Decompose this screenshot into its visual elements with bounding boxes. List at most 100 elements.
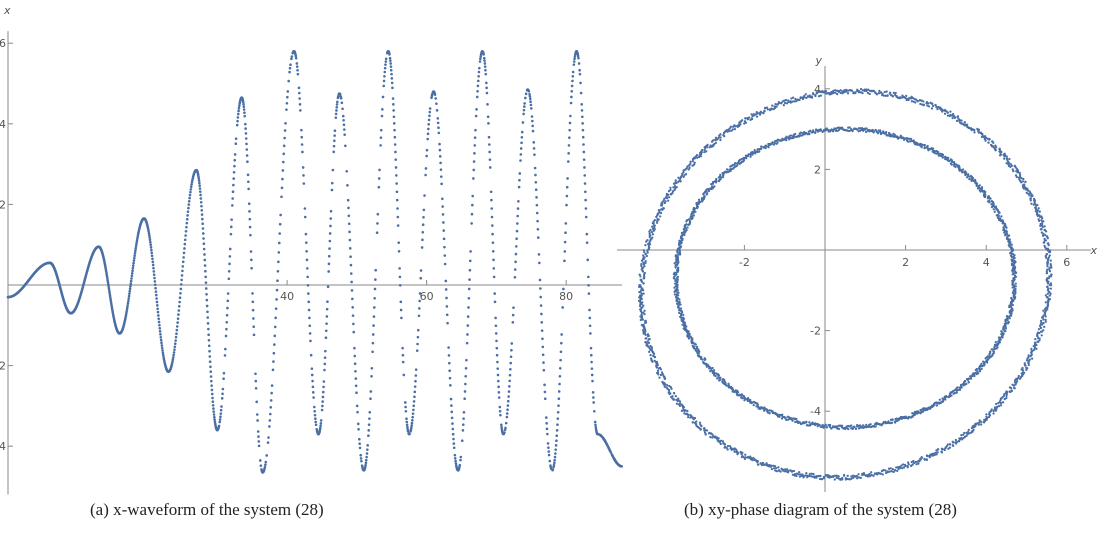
phase-point [1027, 354, 1030, 357]
x-tick-label: 60 [420, 290, 434, 303]
waveform-point [528, 97, 532, 101]
waveform-point [188, 193, 192, 197]
phase-point [741, 397, 744, 400]
phase-point [1037, 218, 1040, 221]
waveform-point [444, 279, 448, 283]
phase-point [826, 92, 830, 95]
phase-point [673, 293, 677, 296]
phase-point [652, 229, 655, 232]
waveform-point [124, 312, 128, 316]
waveform-point [132, 259, 136, 262]
waveform-point [365, 452, 369, 455]
waveform-point [209, 365, 212, 369]
phase-point [643, 309, 646, 312]
phase-point [915, 463, 918, 466]
phase-point [764, 146, 767, 150]
phase-point [656, 219, 659, 223]
waveform-point [383, 74, 386, 78]
waveform-point [285, 108, 288, 111]
waveform-point [593, 420, 597, 424]
phase-point [682, 406, 686, 409]
waveform-point [531, 129, 535, 133]
waveform-point [553, 455, 557, 459]
phase-point [846, 89, 850, 92]
waveform-point [248, 217, 252, 221]
waveform-point [150, 254, 154, 258]
waveform-point [280, 195, 283, 199]
waveform-point [247, 180, 250, 184]
phase-point [853, 127, 856, 130]
waveform-point [495, 353, 499, 357]
phase-point [1042, 318, 1045, 321]
waveform-point [181, 260, 185, 264]
waveform-point [588, 316, 592, 320]
phase-point [665, 196, 669, 200]
waveform-point [183, 247, 186, 250]
waveform-point [411, 412, 415, 415]
phase-point [1048, 266, 1051, 269]
phase-point [833, 127, 836, 130]
phase-point [945, 445, 948, 448]
waveform-point [255, 413, 259, 416]
waveform-point [451, 432, 455, 436]
waveform-point [540, 329, 544, 332]
waveform-point [497, 391, 501, 394]
waveform-point [184, 230, 188, 233]
phase-point [958, 121, 962, 124]
waveform-point [392, 109, 395, 112]
phase-point [854, 91, 857, 95]
waveform-point [152, 273, 156, 277]
waveform-point [439, 175, 443, 178]
waveform-point [396, 215, 400, 219]
phase-point [999, 404, 1003, 407]
waveform-point [438, 142, 441, 146]
phase-point [955, 391, 958, 394]
waveform-point [509, 355, 513, 359]
waveform-point [242, 103, 245, 106]
phase-point [657, 367, 661, 370]
phase-point [978, 184, 981, 187]
waveform-point [108, 292, 112, 296]
waveform-point [281, 177, 284, 181]
waveform-point [395, 190, 399, 194]
phase-point [850, 127, 853, 131]
phase-point [1048, 290, 1051, 294]
y-tick-label: 4 [0, 118, 6, 131]
phase-point [798, 98, 801, 101]
waveform-point [248, 210, 251, 213]
waveform-point [151, 257, 154, 261]
phase-point [1000, 215, 1003, 218]
waveform-point [200, 209, 204, 212]
waveform-point [349, 255, 352, 258]
phase-point [847, 126, 850, 129]
phase-point [1021, 371, 1025, 374]
waveform-point [189, 188, 193, 191]
phase-point [723, 443, 727, 446]
phase-point [965, 123, 969, 126]
phase-point [655, 221, 659, 224]
waveform-point [394, 150, 397, 154]
phase-point [891, 468, 895, 471]
waveform-point [546, 432, 549, 436]
waveform-point [322, 380, 326, 383]
phase-point [693, 161, 696, 164]
waveform-point [467, 306, 470, 309]
waveform-point [388, 53, 391, 56]
phase-point [674, 266, 677, 269]
y-tick-label: -2 [0, 360, 6, 373]
waveform-point [310, 373, 314, 377]
waveform-point [569, 101, 573, 105]
waveform-point [252, 325, 255, 329]
waveform-point [585, 232, 589, 236]
phase-point [677, 253, 681, 256]
phase-point [698, 421, 702, 424]
phase-point [643, 313, 646, 316]
waveform-point [213, 415, 216, 419]
waveform-point [547, 450, 551, 453]
waveform-point [532, 141, 536, 144]
waveform-point [553, 461, 556, 465]
waveform-point [427, 127, 430, 131]
phase-point [1040, 222, 1044, 225]
phase-point [1043, 244, 1046, 248]
waveform-point [488, 158, 492, 161]
